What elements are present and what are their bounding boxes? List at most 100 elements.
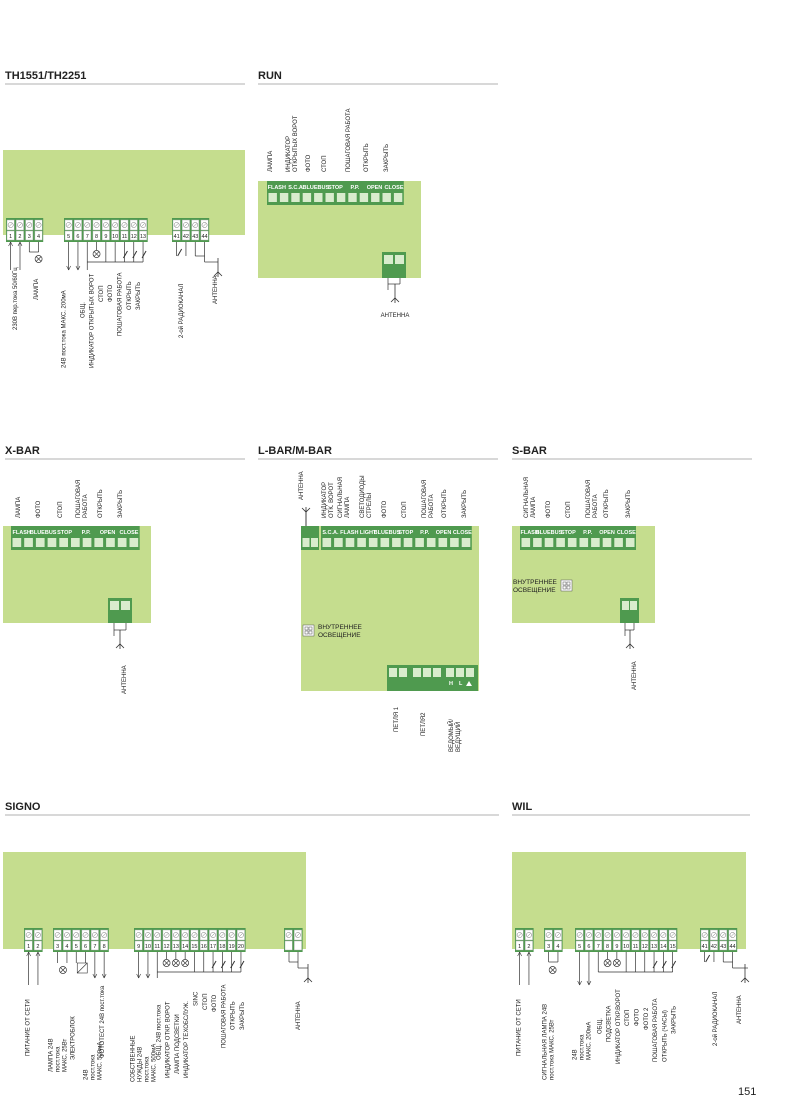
signo-group3-num: 13	[173, 944, 179, 950]
xbar-header-title: X-BAR	[5, 445, 40, 457]
signo-group1-terminal: 1	[24, 929, 33, 951]
wil-label-common: ОБЩ.	[597, 1018, 603, 1034]
svg-text:ЗАКРЫТЬ: ЗАКРЫТЬ	[136, 282, 142, 310]
svg-text:ЭЛЕКТРОБЛОК: ЭЛЕКТРОБЛОК	[70, 1016, 76, 1060]
signo-group3-num: 19	[229, 944, 235, 950]
sbar-strip-terminal-4	[567, 538, 577, 547]
svg-text:ОТКРЫТЬ: ОТКРЫТЬ	[442, 489, 448, 518]
wil-group4-num: 42	[711, 944, 717, 950]
wil-label-antenna: АНТЕННА	[737, 995, 743, 1024]
svg-text:ОБЩ.: ОБЩ.	[80, 302, 86, 318]
sbar-strip-terminal-0	[521, 538, 531, 547]
svg-text:ЗАКРЫТЬ: ЗАКРЫТЬ	[626, 490, 632, 518]
th1551-group2-terminal: 9	[101, 219, 110, 241]
svg-text:ЛАМПА: ЛАМПА	[34, 279, 40, 300]
signo-label-lamp: ЛАМПА 24В пост.тока МАКС. 25Вт	[49, 1038, 69, 1072]
th1551-label-power: 230В пер.тока 50/60Гц	[13, 267, 19, 330]
th1551-group2-terminal: 6	[74, 219, 82, 241]
wil-label-24v: 24В пост.тока МАКС. 200мА	[573, 1022, 593, 1060]
sbar-strip-terminal-8	[614, 538, 623, 547]
run-strip-terminal-3	[302, 193, 312, 202]
svg-text:ЗАКРЫТЬ: ЗАКРЫТЬ	[672, 1006, 678, 1034]
signo-label-close: ЗАКРЫТЬ	[240, 1002, 246, 1030]
wil-group3-terminal: 10	[622, 929, 631, 951]
wil-header-title: WIL	[512, 801, 532, 813]
sbar-header-title: S-BAR	[512, 445, 547, 457]
lbar-strip-terminal-5	[380, 538, 390, 547]
th1551-group1-terminal: 1	[6, 219, 15, 241]
svg-text:SINC: SINC	[193, 991, 199, 1006]
svg-text:2-ой РАДИОКАНАЛ: 2-ой РАДИОКАНАЛ	[178, 284, 185, 338]
wil-group3-terminal: 15	[668, 929, 677, 951]
run-label-5: ОТКРЫТЬ	[364, 143, 370, 172]
svg-text:24В пост.тока МАКС. 200мА: 24В пост.тока МАКС. 200мА	[62, 290, 68, 368]
wil-group3-terminal: 7	[594, 929, 603, 951]
th1551-label-antenna: АНТЕННА	[213, 275, 219, 304]
lbar-label-6: ПОШАГОВАЯ РАБОТА	[422, 480, 435, 518]
signo-group2-num: 7	[93, 944, 96, 950]
contact-symbol	[211, 960, 217, 969]
svg-text:пост.тока: пост.тока	[145, 1056, 151, 1082]
wil-label-gate-indicator: ИНДИКАТОР ОТКР.ВОРОТ	[616, 989, 622, 1064]
svg-text:ПОШАГОВАЯ: ПОШАГОВАЯ	[76, 480, 82, 518]
svg-text:пост.тока: пост.тока	[56, 1046, 62, 1072]
th1551-group2-terminal: 7	[83, 219, 92, 241]
lamp-symbol	[34, 255, 43, 263]
sbar-antenna	[625, 630, 635, 649]
svg-text:24В: 24В	[573, 1049, 579, 1060]
svg-text:АНТЕННА: АНТЕННА	[122, 665, 128, 694]
wil-group3-terminal: 9	[613, 929, 621, 951]
sbar-inner-light-l2: ОСВЕЩЕНИЕ	[513, 587, 556, 594]
run-strip-terminal-11	[393, 193, 403, 202]
contact-symbol	[132, 250, 138, 259]
xbar-strip-terminal-7	[94, 538, 104, 547]
signo-label-backlight: ЛАМПА ПОДСВЕТКИ	[175, 1014, 181, 1074]
svg-text:ИНДИКАТОР: ИНДИКАТОР	[286, 136, 292, 172]
signo-group3-num: 16	[201, 944, 207, 950]
th1551-group2-terminal: 10	[111, 219, 120, 241]
lamp-symbol	[612, 959, 621, 967]
sbar-strip-terminal-6	[591, 538, 600, 547]
run-strip-terminal-6	[336, 193, 346, 202]
run-label-6: ЗАКРЫТЬ	[384, 144, 390, 172]
run-label-4: ПОШАГОВАЯ РАБОТА	[346, 109, 352, 172]
signo-group3-terminal: 19	[227, 929, 236, 951]
wil-group3-num: 14	[660, 944, 666, 950]
svg-text:ЗАКРЫТЬ: ЗАКРЫТЬ	[118, 490, 124, 518]
signo-group2-terminal: 3	[53, 929, 62, 951]
th1551-group3-terminal: 41	[172, 219, 181, 241]
lbar-header-title: L-BAR/M-BAR	[258, 445, 332, 457]
lbar-label-antenna: АНТЕННА	[299, 471, 305, 500]
th1551-antenna	[213, 258, 223, 277]
sbar-strip-terminal-9	[625, 538, 635, 547]
lbar-strip-label-2: LIGHT	[360, 530, 377, 536]
lbar-inner-light-l1: ВНУТРЕННЕЕ	[318, 624, 363, 631]
svg-text:ЗАКРЫТЬ: ЗАКРЫТЬ	[240, 1002, 246, 1030]
wil-label-photo2: ФОТО 2	[644, 1007, 650, 1030]
run-strip-terminal-8	[359, 193, 369, 202]
sbar-label-0: СИГНАЛЬНАЯ ЛАМПА	[524, 477, 537, 518]
lbar-strip-terminal-9	[426, 538, 436, 547]
sbar-strip-label-0: FLASH	[520, 530, 538, 536]
run-strip-terminal-9	[371, 193, 380, 202]
signo-header: SIGNO	[5, 801, 499, 816]
wil-group3-num: 7	[597, 944, 600, 950]
svg-text:СВЕТОДИОДЫ: СВЕТОДИОДЫ	[360, 475, 366, 518]
run-strip-terminal-5	[325, 193, 334, 202]
sbar-strip-terminal-1	[533, 538, 542, 547]
svg-text:ФОТО: ФОТО	[546, 500, 552, 518]
xbar-strip-terminal-6	[82, 538, 92, 547]
svg-text:АНТЕННА: АНТЕННА	[213, 275, 219, 304]
run-strip-label-1: S.C.A.	[288, 185, 305, 191]
svg-text:пост.тока: пост.тока	[91, 1054, 97, 1080]
svg-text:СТОП: СТОП	[625, 1009, 631, 1026]
contact-symbol	[661, 960, 667, 969]
signo-label-photo: ФОТО	[212, 994, 218, 1012]
th1551-group2-num: 6	[76, 234, 79, 240]
svg-text:пост.тока: пост.тока	[580, 1034, 586, 1060]
signo-label-stop: СТОП	[203, 993, 209, 1010]
wil-antenna	[740, 964, 750, 983]
svg-text:ЛАМПА 24В: ЛАМПА 24В	[49, 1038, 55, 1072]
svg-text:СТОП: СТОП	[99, 285, 105, 302]
